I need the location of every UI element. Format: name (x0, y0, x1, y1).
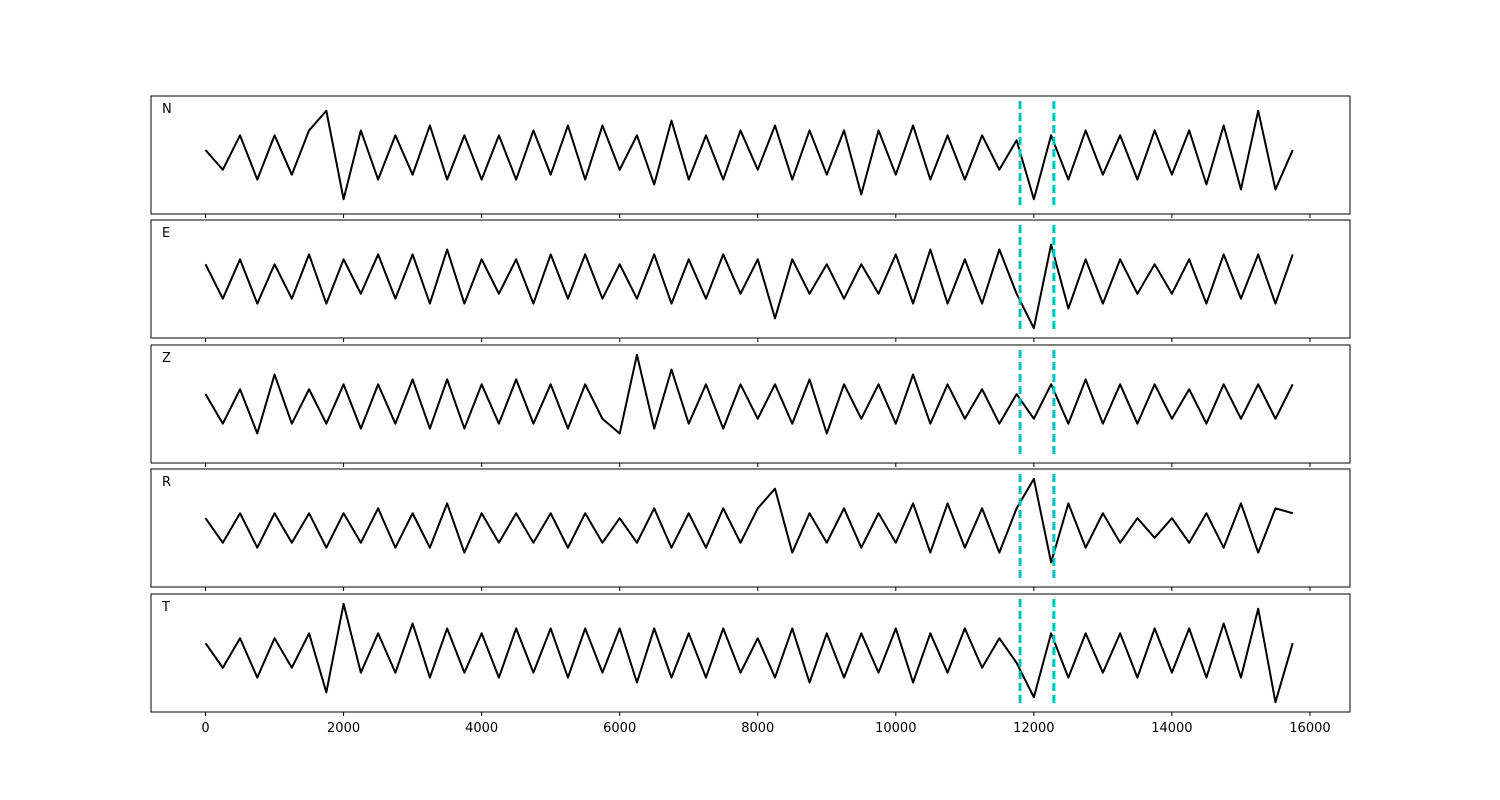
waveform (204, 477, 1293, 564)
x-tick-label: 4000 (465, 721, 498, 736)
panel-frame (150, 593, 1351, 713)
x-tick-label: 12000 (1013, 721, 1054, 736)
panel-label: E (162, 226, 170, 241)
panel-label: Z (162, 351, 171, 366)
x-tick-label: 6000 (603, 721, 636, 736)
waveform (204, 353, 1294, 435)
waveform (204, 602, 1294, 704)
panel-frame (150, 219, 1351, 339)
x-tick-label: 10000 (875, 721, 916, 736)
x-tick-label: 16000 (1289, 721, 1330, 736)
panel-label: T (161, 600, 170, 615)
panel-label: N (162, 102, 172, 117)
x-tick-label: 14000 (1151, 721, 1192, 736)
waveform (204, 243, 1294, 330)
x-tick-label: 2000 (327, 721, 360, 736)
x-tick-label: 8000 (741, 721, 774, 736)
panel-frame (150, 468, 1351, 588)
x-tick-label: 0 (201, 721, 209, 736)
panel-frame (150, 95, 1351, 215)
panel-frame (150, 344, 1351, 464)
waveform (204, 109, 1294, 201)
panel-label: R (162, 475, 171, 490)
